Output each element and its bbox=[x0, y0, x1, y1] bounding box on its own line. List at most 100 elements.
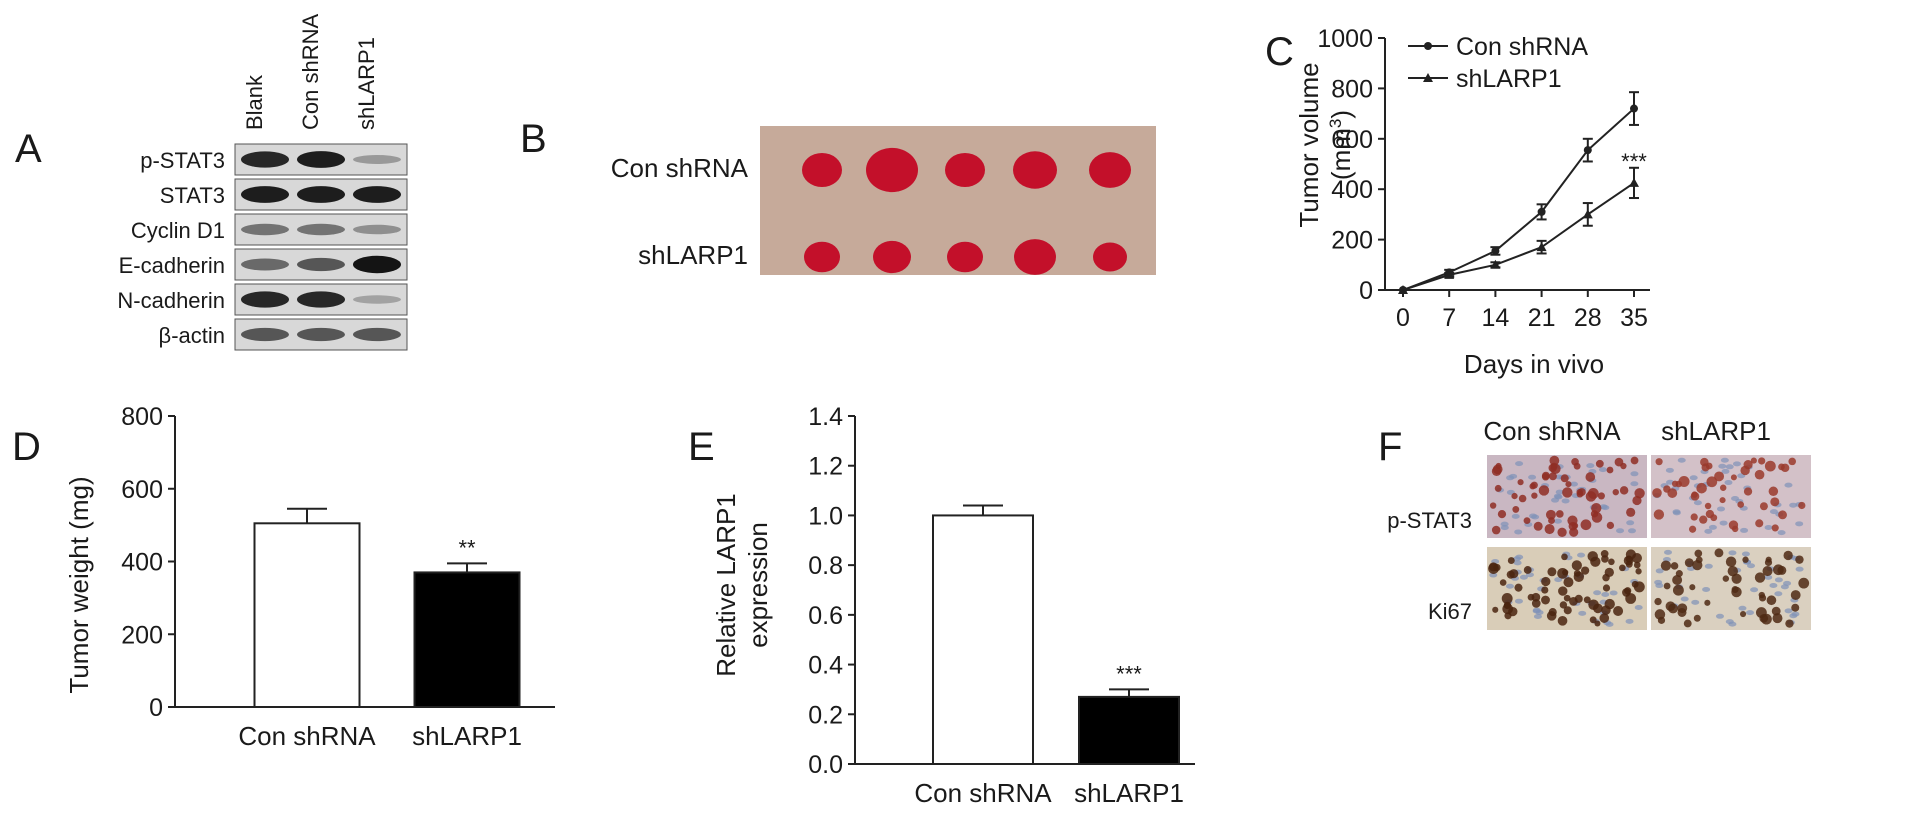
cell-nucleus bbox=[1764, 574, 1773, 580]
tumor-specimen bbox=[1089, 152, 1131, 188]
cell-nucleus bbox=[1795, 521, 1804, 527]
data-point bbox=[1629, 177, 1639, 187]
stained-nucleus bbox=[1587, 488, 1599, 499]
tumor-specimens bbox=[802, 147, 1131, 275]
cell-nucleus bbox=[1718, 463, 1727, 469]
tumor-specimen bbox=[804, 241, 840, 273]
stained-nucleus bbox=[1531, 592, 1541, 602]
stained-nucleus bbox=[1700, 457, 1709, 467]
stained-nucleus bbox=[1541, 586, 1549, 594]
stained-nucleus bbox=[1632, 495, 1642, 506]
stained-nucleus bbox=[1771, 524, 1779, 532]
chart-d-ylabel: Tumor weight (mg) bbox=[64, 476, 94, 693]
cell-nucleus bbox=[1704, 563, 1713, 569]
stained-nucleus bbox=[1511, 492, 1518, 500]
chart-e-plot: 0.0 0.2 0.4 0.6 0.8 1.0 1.2 1.4 Con shRNA shLARP1… bbox=[808, 403, 1195, 808]
stained-nucleus bbox=[1549, 455, 1560, 466]
cell-nucleus bbox=[1561, 498, 1570, 504]
cell-nucleus bbox=[1598, 467, 1607, 473]
stained-nucleus bbox=[1625, 593, 1637, 604]
cell-nucleus bbox=[1721, 468, 1730, 474]
stained-nucleus bbox=[1569, 597, 1578, 606]
stained-nucleus bbox=[1773, 564, 1784, 576]
cell-nucleus bbox=[1605, 621, 1614, 627]
stained-nucleus bbox=[1550, 462, 1558, 470]
stained-nucleus bbox=[1555, 510, 1564, 518]
stained-nucleus bbox=[1706, 476, 1718, 488]
blot-row-label-stat3: STAT3 bbox=[160, 183, 225, 208]
y-tick-label: 200 bbox=[1331, 227, 1373, 255]
stained-nucleus bbox=[1517, 479, 1524, 486]
stained-nucleus bbox=[1764, 460, 1776, 472]
stained-nucleus bbox=[1523, 517, 1531, 525]
y-tick-label: 800 bbox=[121, 403, 163, 431]
cell-nucleus bbox=[1789, 502, 1798, 508]
stained-nucleus bbox=[1545, 509, 1556, 520]
cell-nucleus bbox=[1489, 572, 1498, 578]
ihc-col-label-con-shrna: Con shRNA bbox=[1483, 416, 1621, 446]
stained-nucleus bbox=[1541, 595, 1550, 605]
blot-band bbox=[353, 255, 401, 274]
stained-nucleus bbox=[1583, 596, 1591, 604]
y-tick-label: 0.4 bbox=[808, 652, 843, 680]
blot-band bbox=[297, 223, 345, 236]
stained-nucleus bbox=[1514, 583, 1523, 592]
cell-nucleus bbox=[1578, 610, 1587, 616]
bar-con-shrna bbox=[253, 522, 361, 709]
stained-nucleus bbox=[1533, 521, 1543, 531]
significance-marker: ** bbox=[458, 535, 476, 560]
stained-nucleus bbox=[1559, 601, 1568, 609]
stained-nucleus bbox=[1693, 614, 1701, 622]
stained-nucleus bbox=[1690, 513, 1698, 521]
stained-nucleus bbox=[1739, 610, 1747, 618]
panel-b: B Con shRNA shLARP1 bbox=[520, 117, 1156, 275]
cell-nucleus bbox=[1672, 509, 1681, 515]
cell-nucleus bbox=[1593, 590, 1602, 596]
stained-nucleus bbox=[1758, 591, 1765, 599]
ihc-col-label-shlarp1: shLARP1 bbox=[1661, 416, 1771, 446]
stained-nucleus bbox=[1750, 457, 1757, 464]
stained-nucleus bbox=[1571, 560, 1582, 571]
cell-nucleus bbox=[1717, 506, 1726, 512]
cell-nucleus bbox=[1529, 513, 1538, 519]
legend-label: shLARP1 bbox=[1456, 65, 1562, 93]
blot-band bbox=[241, 223, 289, 236]
stained-nucleus bbox=[1725, 556, 1737, 567]
tumor-specimen bbox=[945, 153, 985, 187]
stained-nucleus bbox=[1547, 567, 1557, 577]
cell-nucleus bbox=[1627, 528, 1636, 534]
chart-c-ylabel-line1: Tumor volume bbox=[1294, 62, 1324, 227]
y-tick-label: 1.0 bbox=[808, 502, 843, 530]
cell-nucleus bbox=[1515, 461, 1524, 467]
tumor-specimen bbox=[866, 147, 918, 193]
stained-nucleus bbox=[1635, 568, 1642, 575]
cell-nucleus bbox=[1655, 583, 1664, 589]
panel-d: D Tumor weight (mg) 0 200 400 600 800 Con shR… bbox=[12, 403, 555, 751]
stained-nucleus bbox=[1548, 608, 1557, 617]
blot-band bbox=[297, 151, 345, 168]
stained-nucleus bbox=[1497, 509, 1507, 519]
blot-band bbox=[241, 151, 289, 168]
blot-band bbox=[353, 327, 401, 342]
cell-nucleus bbox=[1719, 520, 1728, 526]
data-point bbox=[1398, 285, 1408, 294]
cell-nucleus bbox=[1677, 457, 1686, 463]
cell-nucleus bbox=[1731, 495, 1740, 501]
stained-nucleus bbox=[1494, 484, 1502, 492]
bar-con-shrna bbox=[932, 514, 1034, 766]
cell-nucleus bbox=[1630, 471, 1639, 477]
stained-nucleus bbox=[1688, 525, 1697, 533]
stained-nucleus bbox=[1491, 525, 1501, 535]
blot-band bbox=[353, 224, 401, 235]
stained-nucleus bbox=[1731, 573, 1742, 584]
data-point bbox=[1583, 146, 1592, 155]
stained-nucleus bbox=[1606, 521, 1615, 530]
cell-nucleus bbox=[1693, 500, 1702, 506]
y-tick-label: 0.6 bbox=[808, 602, 843, 630]
panel-b-letter: B bbox=[520, 117, 547, 161]
x-category-label: shLARP1 bbox=[412, 721, 522, 751]
lane-label-con-shrna: Con shRNA bbox=[298, 14, 323, 130]
cell-nucleus bbox=[1553, 518, 1562, 524]
stained-nucleus bbox=[1730, 474, 1737, 481]
chart-e-ylabel-line2: expression bbox=[743, 522, 773, 648]
